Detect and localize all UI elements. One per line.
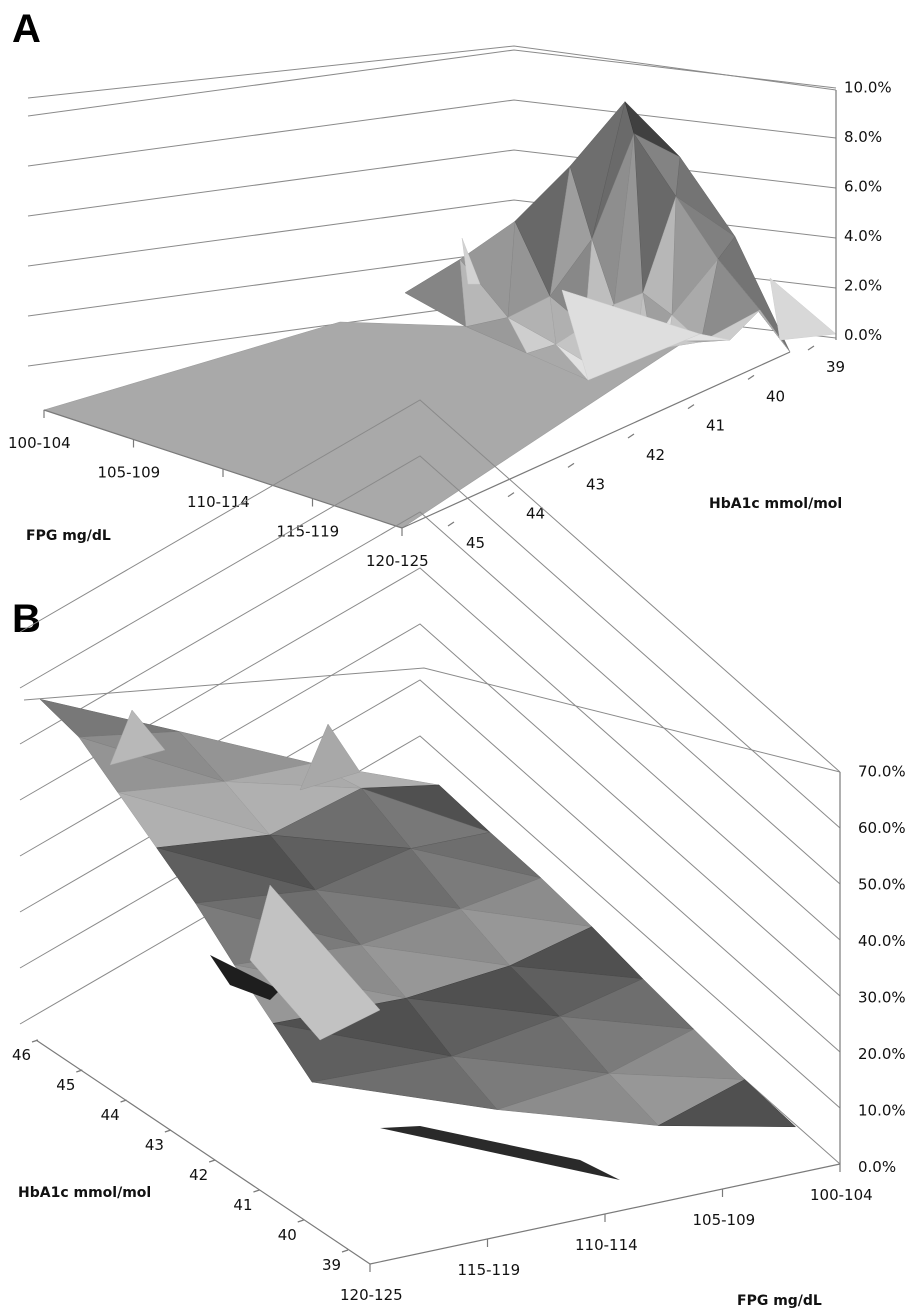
panel-a-chart: 0.0% 2.0% 4.0% 6.0% 8.0% 10.0% 100-104 105-109… [8, 45, 892, 570]
panel-b-surface-highlight [299, 723, 361, 791]
panel-a-x-tick-labels: 100-104 105-109 110-114 115-119 120-125 [8, 410, 429, 570]
panel-b-gridline [19, 399, 841, 773]
panel-b-y-axis-line [35, 1039, 371, 1265]
panel-b-y-tick-labels: 46 45 44 43 42 41 40 39 [12, 1039, 349, 1274]
panel-a-surface-highlight [769, 277, 837, 341]
panel-a-z-tick-label: 8.0% [844, 128, 882, 146]
panel-a-y-tick-label: 45 [466, 534, 485, 552]
panel-b-surface [39, 698, 797, 1180]
panel-a-z-tick-label: 2.0% [844, 277, 882, 295]
panel-letter-a: A [12, 7, 41, 51]
panel-a-x-tick-label: 100-104 [8, 434, 71, 452]
panel-b-y-tick [253, 1189, 260, 1193]
panel-a-gridline-top [27, 45, 837, 99]
panel-b-x-tick-label: 110-114 [575, 1236, 638, 1254]
panel-b-gridline [19, 567, 841, 941]
panel-a-z-tick-label: 10.0% [844, 79, 892, 97]
panel-a-surface-highlight [461, 237, 481, 285]
panel-b-surface-facet [39, 698, 180, 738]
panel-a-gridline [27, 99, 837, 167]
panel-b-z-tick-label: 50.0% [858, 876, 906, 894]
panel-a-y-tick [507, 492, 515, 498]
panel-b-z-tick-label: 10.0% [858, 1102, 906, 1120]
panel-b-surface-facet [658, 1079, 797, 1128]
panel-b-gridline [19, 735, 841, 1109]
panel-a-surface [42, 100, 837, 529]
panel-a-x-tick-label: 110-114 [187, 493, 250, 511]
panel-b-y-tick [297, 1219, 304, 1223]
panel-a-gridline [27, 199, 837, 267]
panel-b-x-tick-labels: 120-125 115-119 110-114 105-109 100-104 [340, 1164, 873, 1304]
panel-b-x-tick-label: 100-104 [810, 1186, 873, 1204]
panel-b-x-tick-label: 120-125 [340, 1286, 403, 1304]
panel-a-y-tick [807, 345, 815, 351]
panel-a-x-tick-label: 115-119 [277, 523, 340, 541]
panel-b-z-tick-label: 0.0% [858, 1158, 896, 1176]
panel-a-y-tick-label: 44 [526, 505, 545, 523]
panel-a-gridlines [27, 45, 837, 367]
panel-b-surface-shadow [210, 955, 280, 1000]
panel-a-z-tick-label: 6.0% [844, 178, 882, 196]
panel-b-x-tick-label: 105-109 [693, 1211, 756, 1229]
panel-a-z-tick-label: 4.0% [844, 227, 882, 245]
panel-b-chart: 0.0%10.0%20.0%30.0%40.0%50.0%60.0%70.0% … [12, 399, 906, 1309]
panel-b-y-tick [341, 1249, 349, 1253]
panel-b-y-tick [76, 1069, 83, 1073]
panel-a-z-tick-labels: 0.0% 2.0% 4.0% 6.0% 8.0% 10.0% [844, 79, 892, 345]
panel-a-gridline [27, 149, 837, 217]
panel-b-z-tick-labels: 0.0% 10.0% 20.0% 30.0% 40.0% 50.0% 60.0% 70.0% [858, 763, 906, 1177]
panel-b-surface-shadow [380, 1126, 620, 1180]
panel-a-y-tick [687, 404, 695, 410]
panel-b-y-tick-label: 39 [322, 1256, 341, 1274]
panel-b-y-tick-label: 42 [189, 1166, 208, 1184]
panel-b-gridline [19, 455, 841, 829]
panel-a-y-axis-title: HbA1c mmol/mol [709, 496, 842, 512]
panel-b-y-tick [31, 1039, 39, 1043]
panel-a-z-tick-label: 0.0% [844, 326, 882, 344]
panel-a-y-tick-label: 39 [826, 358, 845, 376]
panel-a-x-tick-label: 120-125 [366, 552, 429, 570]
panel-a-y-tick-label: 41 [706, 417, 725, 435]
panel-b-surface-highlight [249, 884, 381, 1041]
panel-letter-b: B [12, 597, 41, 641]
panel-a-surface-facet [404, 259, 467, 328]
panel-a-x-axis-title: FPG mg/dL [26, 528, 111, 544]
panel-a-surface-highlight [561, 289, 701, 381]
panel-b-surface-highlight [109, 709, 166, 766]
panel-b-x-axis-title: FPG mg/dL [737, 1293, 822, 1309]
panel-a-y-tick [627, 433, 635, 439]
panel-b-x-tick-label: 115-119 [458, 1261, 521, 1279]
panel-b-y-tick-label: 45 [56, 1076, 75, 1094]
panel-b-z-tick-label: 30.0% [858, 989, 906, 1007]
panel-b-y-tick [120, 1099, 127, 1103]
panel-a-y-axis-line [401, 351, 791, 529]
panel-b-z-tick-label: 40.0% [858, 932, 906, 950]
panel-b-y-tick [208, 1159, 216, 1163]
panel-a-y-tick-labels: 39 40 41 42 43 44 45 [447, 345, 845, 552]
panel-a-x-tick-label: 105-109 [98, 464, 161, 482]
panel-b-y-tick-label: 43 [145, 1136, 164, 1154]
panel-b-y-tick-label: 40 [278, 1226, 297, 1244]
panel-b-z-tick-label: 60.0% [858, 819, 906, 837]
panel-a-y-tick [747, 374, 755, 380]
panel-b-y-tick-label: 41 [233, 1196, 252, 1214]
panel-b-z-tick-label: 20.0% [858, 1045, 906, 1063]
panel-b-y-axis-title: HbA1c mmol/mol [18, 1185, 151, 1201]
panel-b-gridline-top [23, 667, 841, 773]
panel-b-gridline [19, 511, 841, 885]
panel-a-y-tick-label: 43 [586, 475, 605, 493]
panel-a-y-tick [567, 462, 575, 468]
panel-a-y-tick [447, 521, 455, 527]
panel-b-y-tick [164, 1129, 172, 1133]
panel-a-y-tick-label: 40 [766, 387, 785, 405]
panel-b-y-tick-label: 46 [12, 1046, 31, 1064]
panel-a-gridline [27, 49, 837, 117]
panel-a-y-tick-label: 42 [646, 446, 665, 464]
panel-b-y-tick-label: 44 [101, 1106, 120, 1124]
panel-b-z-tick-label: 70.0% [858, 763, 906, 781]
